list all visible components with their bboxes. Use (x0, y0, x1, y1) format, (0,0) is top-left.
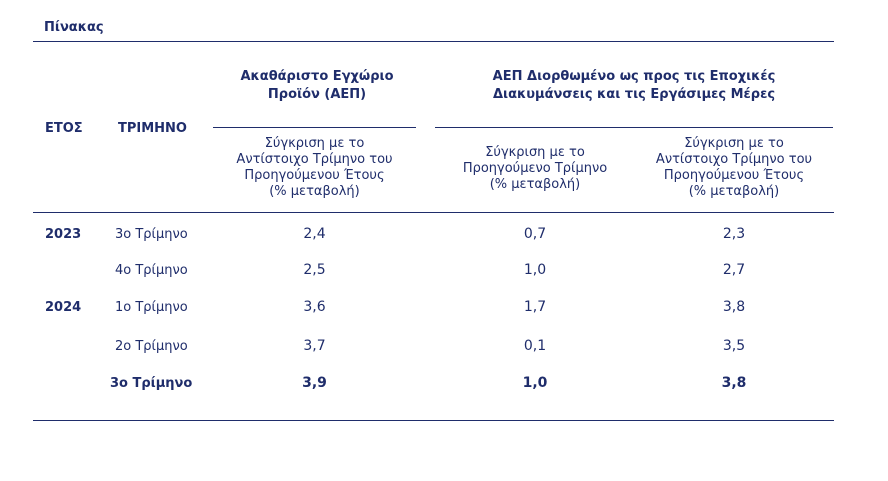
adjusted-group-header-line2: Διακυμάνσεις και τις Εργάσιμες Μέρες (492, 87, 776, 102)
row-year: 2023 (45, 227, 82, 242)
table-bottom-rule (33, 420, 834, 421)
sub-header-qoq: Σύγκριση με το Προηγούμενο Τρίμηνο (% με… (435, 145, 635, 193)
row-value-qoq: 1,0 (523, 262, 547, 278)
table-title: Πίνακας (44, 20, 104, 35)
gdp-group-rule (213, 127, 416, 128)
gdp-group-header: Ακαθάριστο Εγχώριο Προϊόν (ΑΕΠ) (213, 68, 421, 104)
row-quarter: 1ο Τρίμηνο (115, 300, 188, 315)
row-quarter: 3ο Τρίμηνο (115, 227, 188, 242)
row-value-yoy: 3,7 (303, 338, 326, 354)
row-value-qoq: 0,7 (523, 226, 547, 242)
row-value-qoq-latest: 1,0 (522, 375, 548, 391)
sub-header-adjusted-yoy-line1: Σύγκριση με το (684, 136, 784, 151)
sub-header-adjusted-yoy-line3: Προηγούμενου Έτους (663, 168, 805, 183)
row-value-qoq: 0,1 (523, 338, 547, 354)
gdp-group-header-line2: Προϊόν (ΑΕΠ) (267, 87, 367, 102)
row-value-yoy: 2,4 (303, 226, 326, 242)
row-value-adjusted-yoy: 3,5 (722, 338, 746, 354)
adjusted-group-header-line1: ΑΕΠ Διορθωμένο ως προς τις Εποχικές (492, 69, 776, 84)
sub-header-adjusted-yoy-line2: Αντίστοιχο Τρίμηνο του (655, 152, 813, 167)
row-quarter: 4ο Τρίμηνο (115, 263, 188, 278)
sub-header-yoy-line1: Σύγκριση με το (264, 136, 365, 151)
sub-header-yoy: Σύγκριση με το Αντίστοιχο Τρίμηνο του Πρ… (213, 136, 416, 200)
sub-header-yoy-line2: Αντίστοιχο Τρίμηνο του (236, 152, 393, 167)
row-value-adjusted-yoy: 2,3 (722, 226, 746, 242)
sub-header-qoq-line2: Προηγούμενο Τρίμηνο (462, 161, 608, 176)
sub-header-yoy-line4: (% μεταβολή) (269, 184, 360, 199)
row-value-yoy: 3,6 (303, 299, 326, 315)
row-value-yoy-latest: 3,9 (302, 375, 327, 391)
sub-header-adjusted-yoy: Σύγκριση με το Αντίστοιχο Τρίμηνο του Πρ… (635, 136, 833, 200)
quarter-header: ΤΡΙΜΗΝΟ (118, 121, 187, 136)
gdp-group-header-line1: Ακαθάριστο Εγχώριο (240, 69, 394, 84)
sub-header-yoy-line3: Προηγούμενου Έτους (244, 168, 385, 183)
row-value-adjusted-yoy-latest: 3,8 (721, 375, 747, 391)
sub-header-qoq-line3: (% μεταβολή) (489, 177, 581, 192)
adjusted-group-rule (435, 127, 833, 128)
row-value-qoq: 1,7 (523, 299, 547, 315)
row-value-adjusted-yoy: 3,8 (722, 299, 746, 315)
sub-header-adjusted-yoy-line4: (% μεταβολή) (688, 184, 780, 199)
row-quarter: 2ο Τρίμηνο (115, 339, 188, 354)
row-year: 2024 (45, 300, 82, 315)
title-rule (33, 41, 834, 42)
row-value-adjusted-yoy: 2,7 (722, 262, 746, 278)
row-quarter-latest: 3ο Τρίμηνο (110, 376, 193, 391)
header-bottom-rule (33, 212, 834, 213)
year-header: ΕΤΟΣ (45, 121, 83, 136)
row-value-yoy: 2,5 (303, 262, 326, 278)
adjusted-gdp-group-header: ΑΕΠ Διορθωμένο ως προς τις Εποχικές Διακ… (435, 68, 833, 104)
sub-header-qoq-line1: Σύγκριση με το (485, 145, 585, 160)
